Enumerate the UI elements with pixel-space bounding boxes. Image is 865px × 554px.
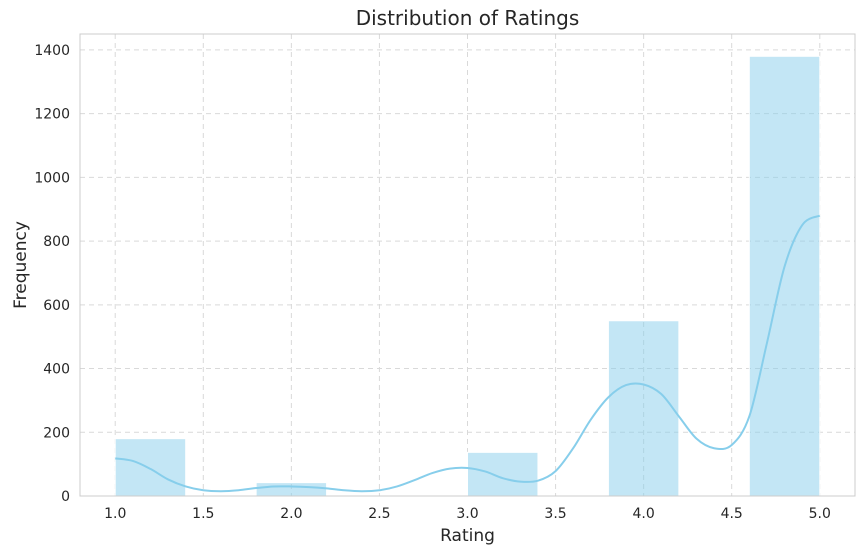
y-tick-label: 1000 [34,170,70,186]
x-tick-label: 1.5 [192,506,214,522]
histogram-bar [607,320,680,497]
x-tick-label: 3.5 [544,506,566,522]
y-tick-labels: 0 200 400 600 800 1000 1200 1400 [34,43,70,505]
histogram-bar [467,451,539,497]
y-tick-label: 200 [43,425,70,441]
x-tick-labels: 1.0 1.5 2.0 2.5 3.0 3.5 4.0 4.5 5.0 [104,506,831,522]
x-tick-label: 2.5 [368,506,390,522]
x-tick-label: 5.0 [809,506,831,522]
x-axis-label: Rating [440,526,495,546]
y-tick-label: 800 [43,234,70,250]
kde-curve [115,214,821,493]
chart-title: Distribution of Ratings [356,6,580,30]
histogram-bar [255,482,328,497]
x-tick-label: 4.0 [633,506,655,522]
kde-curve-group [115,214,821,493]
y-axis-label: Frequency [11,221,31,309]
plot-frame [79,33,856,497]
x-tick-label: 1.0 [104,506,126,522]
y-tick-label: 1200 [34,107,70,123]
y-tick-label: 400 [43,362,70,378]
y-tick-label: 1400 [34,43,70,59]
x-tick-label: 4.5 [721,506,743,522]
y-tick-label: 0 [61,489,70,505]
y-tick-label: 600 [43,298,70,314]
histogram-bar [748,55,821,497]
x-tick-label: 3.0 [456,506,478,522]
histogram-bar [114,438,187,497]
plot-background [80,34,855,496]
x-tick-label: 2.0 [280,506,302,522]
histogram-bars [114,55,821,497]
